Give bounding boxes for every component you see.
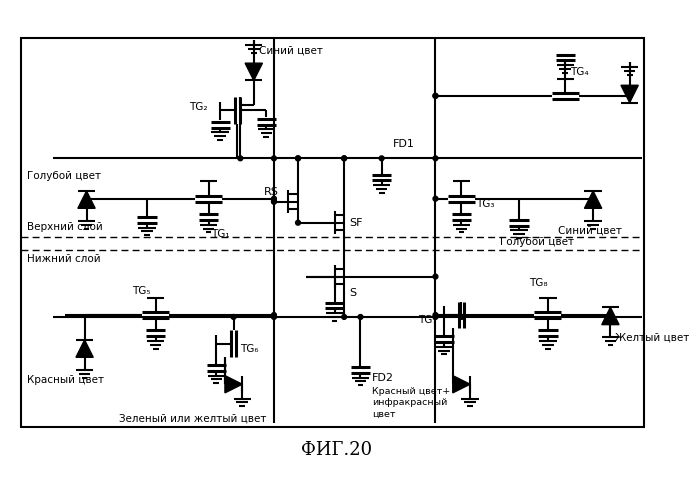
Text: ФИГ.20: ФИГ.20 — [301, 441, 372, 459]
Circle shape — [358, 315, 363, 320]
Circle shape — [271, 313, 276, 318]
Text: TG₅: TG₅ — [131, 286, 150, 296]
Text: FD1: FD1 — [393, 139, 415, 149]
Circle shape — [433, 196, 438, 201]
Circle shape — [271, 196, 276, 201]
Circle shape — [433, 94, 438, 98]
Circle shape — [433, 274, 438, 279]
Text: Голубой цвет: Голубой цвет — [500, 237, 574, 247]
Text: TG₄: TG₄ — [570, 67, 589, 77]
Text: TG₁: TG₁ — [212, 229, 230, 240]
Text: FD2: FD2 — [372, 373, 394, 383]
Polygon shape — [584, 191, 602, 208]
Text: TG₈: TG₈ — [529, 278, 547, 288]
Polygon shape — [245, 63, 262, 80]
Polygon shape — [78, 191, 95, 208]
Circle shape — [271, 315, 276, 320]
Polygon shape — [453, 375, 470, 393]
Circle shape — [296, 220, 301, 225]
Text: Желтый цвет: Желтый цвет — [615, 332, 689, 342]
Text: Зеленый или желтый цвет: Зеленый или желтый цвет — [119, 413, 266, 423]
Text: Красный цвет: Красный цвет — [27, 375, 104, 385]
Circle shape — [459, 315, 464, 320]
Circle shape — [433, 156, 438, 161]
Text: Голубой цвет: Голубой цвет — [27, 172, 101, 181]
Circle shape — [271, 199, 276, 204]
Text: RS: RS — [264, 187, 279, 197]
Text: Нижний слой: Нижний слой — [27, 254, 101, 265]
Circle shape — [342, 315, 347, 320]
Text: S: S — [349, 288, 356, 298]
Circle shape — [342, 156, 347, 161]
Text: TG₆: TG₆ — [240, 344, 259, 354]
Text: Верхний слой: Верхний слой — [27, 222, 103, 232]
Text: TG₇: TG₇ — [418, 315, 437, 325]
Circle shape — [380, 156, 384, 161]
Circle shape — [271, 156, 276, 161]
Circle shape — [231, 315, 236, 320]
Circle shape — [271, 199, 276, 204]
Bar — [21, 38, 644, 428]
Polygon shape — [225, 375, 243, 393]
Text: Синий цвет: Синий цвет — [558, 226, 621, 236]
Polygon shape — [602, 308, 619, 325]
Circle shape — [296, 156, 301, 161]
Text: TG₂: TG₂ — [189, 102, 208, 112]
Polygon shape — [76, 340, 93, 357]
Text: TG₃: TG₃ — [476, 199, 494, 209]
Circle shape — [342, 156, 347, 161]
Circle shape — [433, 315, 438, 320]
Circle shape — [238, 156, 243, 161]
Circle shape — [433, 94, 438, 98]
Text: SF: SF — [349, 218, 363, 228]
Circle shape — [433, 313, 438, 318]
Circle shape — [296, 156, 301, 161]
Polygon shape — [621, 85, 638, 103]
Text: Красный цвет+
инфракрасный
цвет: Красный цвет+ инфракрасный цвет — [372, 387, 450, 418]
Text: Синий цвет: Синий цвет — [259, 46, 322, 56]
